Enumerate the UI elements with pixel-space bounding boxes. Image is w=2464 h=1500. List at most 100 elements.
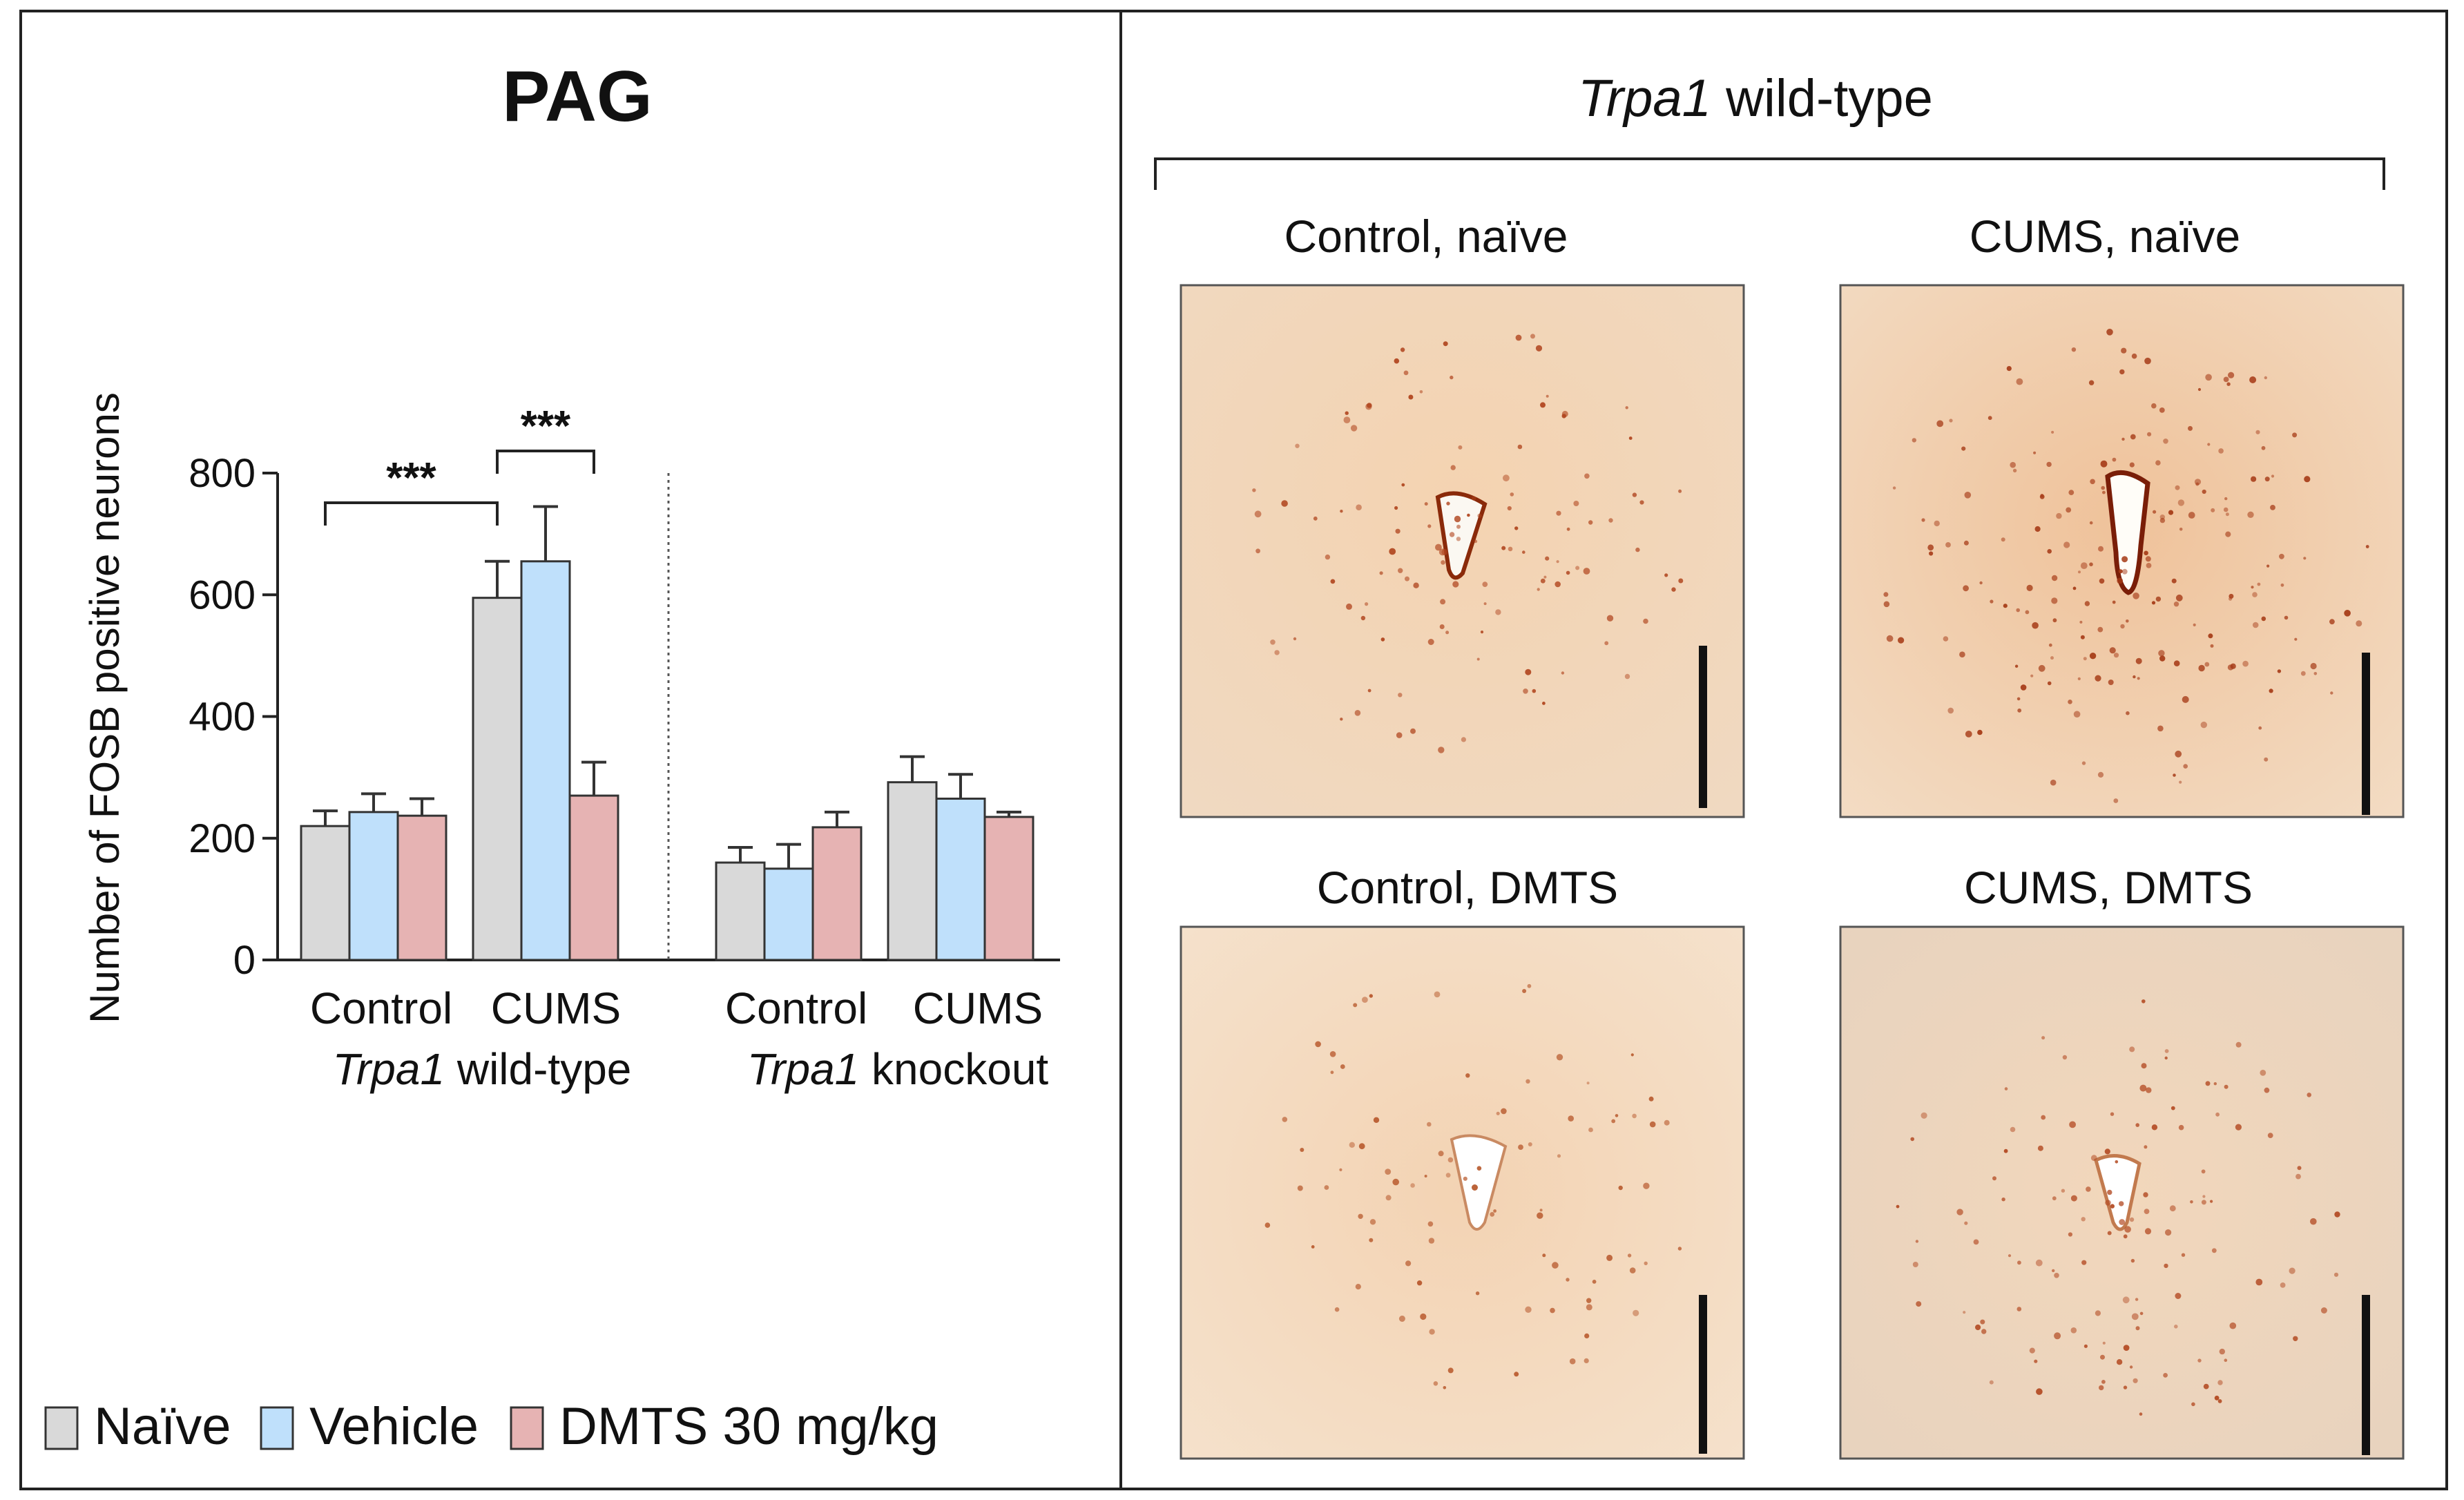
stained-neuron-dot — [2188, 425, 2193, 431]
stained-neuron-dot — [1389, 548, 1396, 555]
stained-neuron-dot — [2158, 650, 2165, 657]
stained-neuron-dot — [1446, 501, 1450, 506]
stained-neuron-dot — [1365, 403, 1372, 410]
stained-neuron-dot — [2090, 1155, 2097, 1162]
stained-neuron-dot — [2029, 1347, 2035, 1354]
bar — [300, 825, 351, 961]
stained-neuron-dot — [2159, 655, 2166, 662]
stained-neuron-dot — [2218, 448, 2224, 454]
stained-neuron-dot — [2295, 1173, 2301, 1180]
stained-neuron-dot — [1358, 1213, 1363, 1220]
stained-neuron-dot — [1476, 657, 1480, 661]
stained-neuron-dot — [1671, 587, 1676, 592]
stained-neuron-dot — [2109, 647, 2116, 654]
stained-neuron-dot — [2228, 372, 2235, 378]
stained-neuron-dot — [1561, 671, 1565, 675]
stained-neuron-dot — [2121, 347, 2127, 354]
stained-neuron-dot — [2010, 461, 2016, 468]
stained-neuron-dot — [2122, 1296, 2130, 1304]
stained-neuron-dot — [1965, 731, 1972, 738]
stained-neuron-dot — [2211, 508, 2215, 512]
stained-neuron-dot — [2097, 771, 2104, 778]
stained-neuron-dot — [1394, 506, 1398, 510]
stained-neuron-dot — [2131, 1313, 2139, 1320]
stained-neuron-dot — [2135, 1298, 2139, 1301]
scale-bar — [2362, 653, 2370, 815]
stained-neuron-dot — [2071, 347, 2077, 352]
stained-neuron-dot — [2141, 999, 2146, 1003]
stained-neuron-dot — [1550, 1307, 1555, 1314]
x-category-label: Control — [725, 983, 867, 1033]
stained-neuron-dot — [2320, 1307, 2327, 1314]
stained-neuron-dot — [1264, 1222, 1271, 1228]
stained-neuron-dot — [2284, 615, 2289, 620]
stained-neuron-dot — [2079, 620, 2083, 624]
stained-neuron-dot — [2119, 1201, 2124, 1206]
bars — [300, 505, 1034, 961]
stained-neuron-dot — [1398, 693, 1403, 698]
stained-neuron-dot — [2133, 675, 2136, 679]
stained-neuron-dot — [1424, 502, 1428, 506]
chart-title: PAG — [502, 57, 653, 137]
panel-label-control-dmts: Control, DMTS — [1317, 862, 1618, 913]
stained-neuron-dot — [2141, 1063, 2147, 1069]
stained-neuron-dot — [1369, 1219, 1376, 1225]
stained-neuron-dot — [2164, 1049, 2169, 1053]
stained-neuron-dot — [2144, 357, 2151, 365]
stained-neuron-dot — [2100, 1354, 2105, 1360]
stained-neuron-dot — [2208, 633, 2213, 639]
stained-neuron-dot — [2277, 669, 2282, 673]
stained-neuron-dot — [1584, 1333, 1590, 1338]
stained-neuron-dot — [1584, 1358, 1589, 1363]
scale-bar — [1699, 646, 1707, 808]
stained-neuron-dot — [2143, 1192, 2148, 1198]
stained-neuron-dot — [1477, 513, 1482, 518]
stained-neuron-dot — [1892, 486, 1896, 490]
stained-neuron-dot — [2307, 1093, 2311, 1097]
stained-neuron-dot — [1461, 737, 1466, 742]
stained-neuron-dot — [1628, 436, 1633, 440]
stained-neuron-dot — [1367, 689, 1371, 693]
stained-neuron-dot — [1300, 1148, 1305, 1152]
stained-neuron-dot — [1604, 641, 1609, 646]
stained-neuron-dot — [1963, 1311, 1966, 1314]
stained-neuron-dot — [2119, 1219, 2126, 1225]
stained-neuron-dot — [1428, 1238, 1435, 1244]
stained-neuron-dot — [2145, 556, 2151, 562]
legend-label: Vehicle — [309, 1397, 479, 1456]
stained-neuron-dot — [2016, 608, 2020, 613]
stained-neuron-dot — [2168, 510, 2174, 515]
stained-neuron-dot — [2179, 780, 2182, 784]
stained-neuron-dot — [2077, 677, 2081, 681]
stained-neuron-dot — [2050, 656, 2054, 660]
stained-neuron-dot — [2183, 764, 2188, 769]
stained-neuron-dot — [1435, 544, 1442, 551]
stained-neuron-dot — [2080, 635, 2085, 640]
stained-neuron-dot — [1419, 390, 1423, 394]
stained-neuron-dot — [1324, 1185, 1329, 1190]
stained-neuron-dot — [1964, 492, 1972, 499]
stained-neuron-dot — [1943, 636, 1949, 642]
stained-neuron-dot — [2137, 677, 2140, 680]
stained-neuron-dot — [2255, 430, 2260, 434]
stained-neuron-dot — [2171, 1106, 2175, 1110]
stained-neuron-dot — [1643, 1182, 1650, 1189]
y-tick-label: 200 — [189, 816, 256, 861]
bar — [811, 826, 863, 961]
stained-neuron-dot — [1343, 416, 1351, 423]
stained-neuron-dot — [1340, 1064, 1345, 1069]
panel-label-cums-naive: CUMS, naïve — [1970, 211, 2240, 262]
stained-neuron-dot — [1434, 991, 1441, 998]
stained-neuron-dot — [1883, 601, 1890, 608]
stained-neuron-dot — [2001, 1198, 2005, 1202]
stained-neuron-dot — [1980, 1319, 1985, 1325]
stained-neuron-dot — [2089, 653, 2097, 660]
stained-neuron-dot — [1556, 510, 1561, 516]
stained-neuron-dot — [2083, 657, 2087, 661]
stained-neuron-dot — [1420, 1313, 1427, 1320]
stained-neuron-dot — [1480, 631, 1484, 634]
stained-neuron-dot — [2066, 507, 2072, 513]
stained-neuron-dot — [2033, 451, 2037, 454]
stained-neuron-dot — [2099, 1385, 2104, 1391]
stained-neuron-dot — [2198, 664, 2205, 672]
